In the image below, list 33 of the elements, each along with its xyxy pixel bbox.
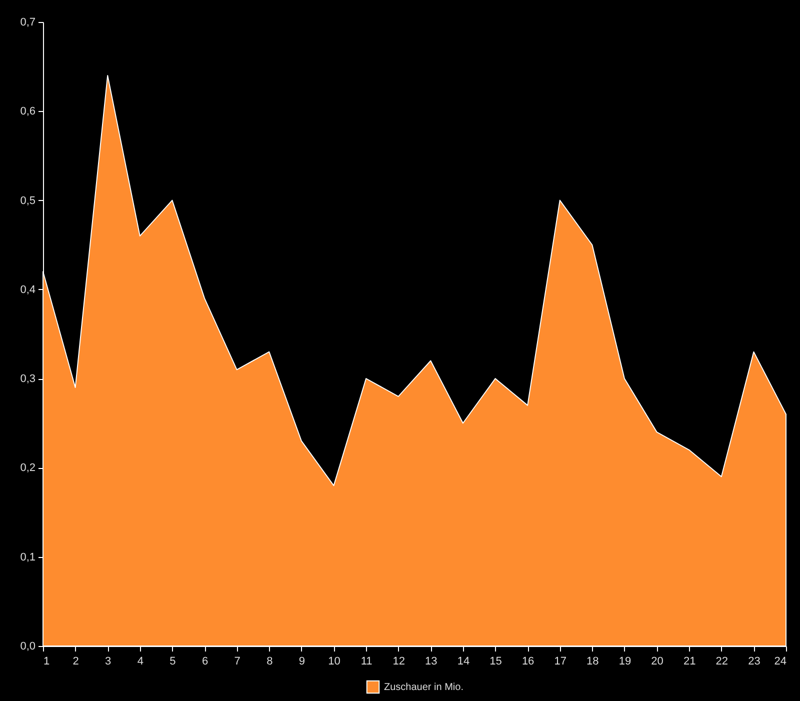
x-tick-label: 14 bbox=[457, 656, 470, 668]
x-tick-label: 10 bbox=[328, 656, 340, 668]
x-tick-label: 20 bbox=[651, 656, 664, 668]
x-tick-label: 9 bbox=[298, 656, 305, 668]
x-tick-label: 24 bbox=[774, 656, 786, 668]
y-tick-label: 0,2 bbox=[20, 462, 36, 474]
x-tick-label: 13 bbox=[425, 656, 438, 668]
y-tick-label: 0,5 bbox=[20, 194, 36, 207]
y-tick-label: 0,7 bbox=[20, 16, 36, 28]
x-tick-label: 11 bbox=[360, 656, 372, 668]
x-tick-label: 8 bbox=[266, 656, 273, 668]
y-tick-label: 0,1 bbox=[20, 551, 36, 564]
x-tick-label: 17 bbox=[554, 656, 566, 668]
x-tick-label: 7 bbox=[234, 656, 240, 668]
x-tick-label: 4 bbox=[137, 656, 144, 668]
x-tick-label: 3 bbox=[105, 656, 112, 668]
x-tick-label: 6 bbox=[202, 656, 208, 668]
y-tick-label: 0,4 bbox=[20, 284, 36, 296]
y-tick-label: 0,0 bbox=[20, 640, 36, 652]
y-tick-label: 0,6 bbox=[20, 106, 36, 118]
x-tick-label: 22 bbox=[716, 656, 728, 668]
x-tick-label: 16 bbox=[522, 656, 534, 668]
x-tick-label: 15 bbox=[490, 656, 502, 668]
x-tick-label: 1 bbox=[44, 656, 50, 668]
x-tick-label: 21 bbox=[683, 656, 696, 668]
x-tick-label: 18 bbox=[586, 656, 599, 668]
x-tick-label: 2 bbox=[72, 656, 79, 668]
x-tick-label: 23 bbox=[748, 656, 760, 668]
x-tick-label: 19 bbox=[618, 656, 632, 668]
legend-label: Zuschauer in Mio. bbox=[384, 682, 464, 693]
y-tick-label: 0,3 bbox=[20, 373, 36, 386]
x-tick-label: 12 bbox=[392, 656, 405, 668]
x-tick-label: 5 bbox=[170, 656, 176, 668]
